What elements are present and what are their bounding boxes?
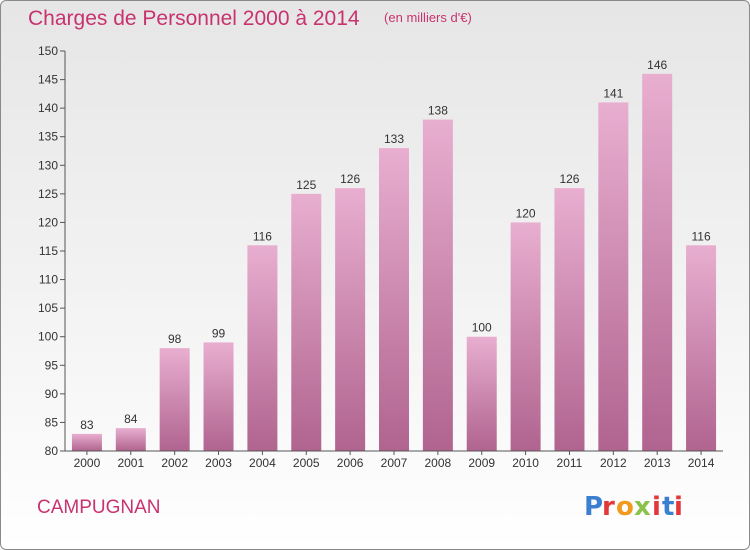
bar-value-label: 100 <box>472 321 492 335</box>
bar-value-label: 120 <box>516 206 536 220</box>
bar-value-label: 99 <box>212 326 226 340</box>
bar-2007 <box>379 148 409 451</box>
x-tick-label: 2014 <box>688 456 715 470</box>
commune-name: CAMPUGNAN <box>37 497 161 518</box>
x-tick-label: 2006 <box>337 456 364 470</box>
bar-value-label: 138 <box>428 104 448 118</box>
y-tick-label: 90 <box>45 387 59 401</box>
y-tick-label: 105 <box>38 301 58 315</box>
y-tick-label: 115 <box>39 244 58 258</box>
y-tick-label: 150 <box>38 44 58 58</box>
bar-2006 <box>335 188 366 451</box>
logo-letter: r <box>602 492 615 522</box>
logo-letter: i <box>652 492 661 522</box>
y-tick-label: 95 <box>45 358 59 372</box>
y-tick-label: 110 <box>39 273 58 287</box>
bar-2012 <box>598 102 629 451</box>
logo-letter: P <box>584 492 603 522</box>
logo-letter: o <box>616 492 634 522</box>
x-tick-label: 2010 <box>512 456 539 470</box>
bar-2008 <box>422 119 453 452</box>
x-tick-label: 2004 <box>249 456 276 470</box>
logo-letter: t <box>662 492 674 522</box>
bar-value-label: 84 <box>124 412 138 426</box>
x-tick-label: 2002 <box>161 456 188 470</box>
bar-value-label: 126 <box>559 172 579 186</box>
bar-value-label: 141 <box>603 86 623 100</box>
y-tick-label: 130 <box>38 158 58 172</box>
x-tick-label: 2005 <box>293 456 320 470</box>
bar-2014 <box>686 245 717 451</box>
logo-letter: x <box>634 492 651 522</box>
x-axis: 2000 2001 2002 2003 2004 2005 2006 2007 2008 2009… <box>65 450 723 470</box>
x-tick-label: 2001 <box>117 456 144 470</box>
bars: 83 84 98 99 116 125 126 133 138 100 120 126 141 146 11… <box>71 58 717 452</box>
bar-value-label: 133 <box>384 132 404 146</box>
bar-2010 <box>510 222 541 451</box>
y-tick-label: 145 <box>38 73 58 87</box>
bar-value-label: 116 <box>691 229 710 243</box>
y-tick-label: 80 <box>45 444 59 458</box>
bar-value-label: 116 <box>253 229 272 243</box>
bar-value-label: 146 <box>647 58 667 72</box>
x-tick-label: 2000 <box>74 456 101 470</box>
y-tick-label: 100 <box>38 330 58 344</box>
y-axis: 80 85 90 95 100 105 110 115 120 125 130 135 140 145 15… <box>38 44 66 458</box>
logo-letter: i <box>674 492 683 522</box>
bar-value-label: 98 <box>168 332 182 346</box>
chart-unit-label: (en milliers d'€) <box>384 10 472 25</box>
x-tick-label: 2012 <box>600 456 627 470</box>
bar-2013 <box>642 73 673 451</box>
bar-2004 <box>247 245 278 451</box>
bar-value-label: 83 <box>80 418 94 432</box>
x-tick-label: 2009 <box>468 456 495 470</box>
bar-2003 <box>203 342 234 451</box>
y-tick-label: 125 <box>38 187 58 201</box>
bar-2005 <box>291 193 322 451</box>
x-tick-label: 2011 <box>557 456 583 470</box>
bar-2009 <box>466 336 497 451</box>
bar-2011 <box>554 188 585 451</box>
bar-2002 <box>159 348 190 451</box>
proxiti-logo: Pr o x i t i <box>584 492 683 522</box>
chart-title: Charges de Personnel 2000 à 2014 <box>28 7 360 30</box>
y-tick-label: 135 <box>38 130 58 144</box>
x-tick-label: 2003 <box>205 456 232 470</box>
bar-value-label: 126 <box>340 172 360 186</box>
bar-2000 <box>71 433 102 451</box>
y-tick-label: 120 <box>38 215 58 229</box>
y-tick-label: 140 <box>38 101 58 115</box>
y-tick-label: 85 <box>45 415 59 429</box>
bar-value-label: 125 <box>296 178 316 192</box>
x-tick-label: 2008 <box>425 456 452 470</box>
x-tick-label: 2013 <box>644 456 671 470</box>
x-tick-label: 2007 <box>381 456 408 470</box>
title-row: Charges de Personnel 2000 à 2014 (en mil… <box>28 7 472 31</box>
bar-2001 <box>115 428 146 451</box>
